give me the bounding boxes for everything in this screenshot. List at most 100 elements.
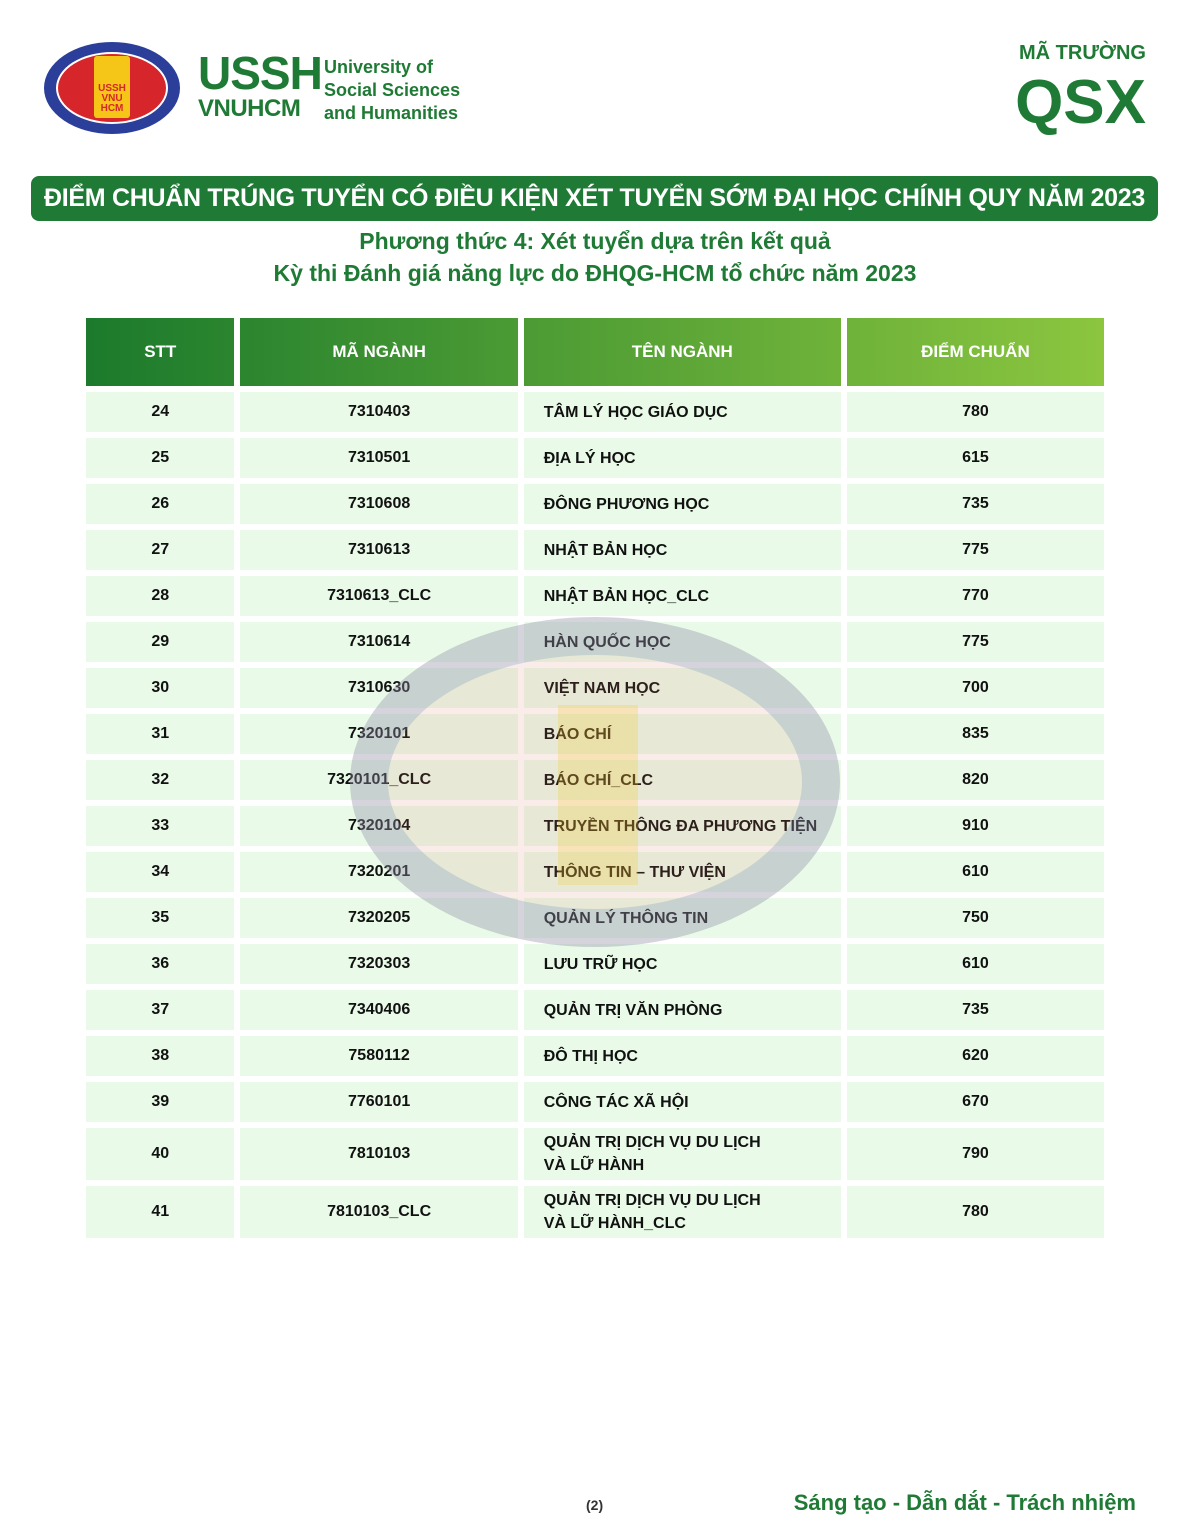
cell-score: 750 bbox=[846, 898, 1104, 938]
cell-name: QUẢN TRỊ VĂN PHÒNG bbox=[523, 990, 841, 1030]
cell-name: ĐÔNG PHƯƠNG HỌC bbox=[523, 484, 841, 524]
cell-name: QUẢN TRỊ DỊCH VỤ DU LỊCH VÀ LỮ HÀNH bbox=[523, 1128, 841, 1180]
cell-stt: 37 bbox=[86, 990, 235, 1030]
cell-code: 7320104 bbox=[240, 806, 518, 846]
cell-stt: 35 bbox=[86, 898, 235, 938]
cell-code: 7320201 bbox=[240, 852, 518, 892]
brand-full-name: University of Social Sciences and Humani… bbox=[324, 56, 460, 125]
cell-name: HÀN QUỐC HỌC bbox=[523, 622, 841, 662]
cell-code: 7320205 bbox=[240, 898, 518, 938]
brand-line: and Humanities bbox=[324, 103, 459, 123]
cell-stt: 27 bbox=[86, 530, 235, 570]
document-title: ĐIỂM CHUẨN TRÚNG TUYỂN CÓ ĐIỀU KIỆN XÉT … bbox=[31, 176, 1158, 221]
table-row: 35 7320205 QUẢN LÝ THÔNG TIN 750 bbox=[86, 898, 1104, 938]
cell-score: 770 bbox=[846, 576, 1104, 616]
brand-line: Social Sciences bbox=[324, 80, 461, 100]
cell-score: 910 bbox=[846, 806, 1104, 846]
cell-code: 7310501 bbox=[240, 438, 518, 478]
cell-code: 7320303 bbox=[240, 944, 518, 984]
table-row: 39 7760101 CÔNG TÁC XÃ HỘI 670 bbox=[86, 1082, 1104, 1122]
school-code-label: MÃ TRƯỜNG bbox=[1019, 42, 1146, 64]
brand-short: USSH bbox=[198, 47, 323, 99]
table-row: 26 7310608 ĐÔNG PHƯƠNG HỌC 735 bbox=[86, 484, 1104, 524]
cell-score: 780 bbox=[846, 1186, 1104, 1238]
cell-name: TÂM LÝ HỌC GIÁO DỤC bbox=[523, 392, 841, 432]
table-row: 25 7310501 ĐỊA LÝ HỌC 615 bbox=[86, 438, 1104, 478]
cell-name: BÁO CHÍ bbox=[523, 714, 841, 754]
cell-name: QUẢN TRỊ DỊCH VỤ DU LỊCH VÀ LỮ HÀNH_CLC bbox=[523, 1186, 841, 1238]
cell-name: THÔNG TIN – THƯ VIỆN bbox=[523, 852, 841, 892]
cell-name: NHẬT BẢN HỌC_CLC bbox=[523, 576, 841, 616]
column-header: STT bbox=[86, 318, 235, 386]
cell-stt: 40 bbox=[86, 1128, 235, 1180]
cell-code: 7340406 bbox=[240, 990, 518, 1030]
cell-name: LƯU TRỮ HỌC bbox=[523, 944, 841, 984]
cell-score: 835 bbox=[846, 714, 1104, 754]
subtitle-line2: Kỳ thi Đánh giá năng lực do ĐHQG-HCM tổ … bbox=[273, 260, 917, 286]
cell-code: 7810103_CLC bbox=[240, 1186, 518, 1238]
cell-code: 7310630 bbox=[240, 668, 518, 708]
column-header: MÃ NGÀNH bbox=[240, 318, 518, 386]
cell-name: BÁO CHÍ_CLC bbox=[523, 760, 841, 800]
cell-stt: 30 bbox=[86, 668, 235, 708]
table-row: 24 7310403 TÂM LÝ HỌC GIÁO DỤC 780 bbox=[86, 392, 1104, 432]
cell-code: 7310613 bbox=[240, 530, 518, 570]
cell-stt: 33 bbox=[86, 806, 235, 846]
table-row: 34 7320201 THÔNG TIN – THƯ VIỆN 610 bbox=[86, 852, 1104, 892]
cell-code: 7810103 bbox=[240, 1128, 518, 1180]
table-row: 27 7310613 NHẬT BẢN HỌC 775 bbox=[86, 530, 1104, 570]
cell-score: 700 bbox=[846, 668, 1104, 708]
cell-code: 7310608 bbox=[240, 484, 518, 524]
cell-name: QUẢN LÝ THÔNG TIN bbox=[523, 898, 841, 938]
cell-name: ĐÔ THỊ HỌC bbox=[523, 1036, 841, 1076]
cell-code: 7580112 bbox=[240, 1036, 518, 1076]
page-number: (2) bbox=[586, 1497, 604, 1513]
cell-stt: 29 bbox=[86, 622, 235, 662]
cell-score: 620 bbox=[846, 1036, 1104, 1076]
cell-code: 7320101 bbox=[240, 714, 518, 754]
cell-name: VIỆT NAM HỌC bbox=[523, 668, 841, 708]
cell-score: 790 bbox=[846, 1128, 1104, 1180]
cell-score: 775 bbox=[846, 530, 1104, 570]
column-header: TÊN NGÀNH bbox=[523, 318, 841, 386]
cell-score: 670 bbox=[846, 1082, 1104, 1122]
table-row: 29 7310614 HÀN QUỐC HỌC 775 bbox=[86, 622, 1104, 662]
cell-name: TRUYỀN THÔNG ĐA PHƯƠNG TIỆN bbox=[523, 806, 841, 846]
table-row: 37 7340406 QUẢN TRỊ VĂN PHÒNG 735 bbox=[86, 990, 1104, 1030]
column-header: ĐIỂM CHUẨN bbox=[846, 318, 1104, 386]
cell-score: 615 bbox=[846, 438, 1104, 478]
table-row: 31 7320101 BÁO CHÍ 835 bbox=[86, 714, 1104, 754]
table-row: 30 7310630 VIỆT NAM HỌC 700 bbox=[86, 668, 1104, 708]
cell-code: 7310403 bbox=[240, 392, 518, 432]
cell-stt: 24 bbox=[86, 392, 235, 432]
table-header-row: STT MÃ NGÀNH TÊN NGÀNH ĐIỂM CHUẨN bbox=[86, 318, 1104, 386]
cell-score: 780 bbox=[846, 392, 1104, 432]
cell-stt: 31 bbox=[86, 714, 235, 754]
cell-code: 7310613_CLC bbox=[240, 576, 518, 616]
table-row: 28 7310613_CLC NHẬT BẢN HỌC_CLC 770 bbox=[86, 576, 1104, 616]
cell-score: 735 bbox=[846, 484, 1104, 524]
cell-stt: 34 bbox=[86, 852, 235, 892]
table-row: 38 7580112 ĐÔ THỊ HỌC 620 bbox=[86, 1036, 1104, 1076]
cell-stt: 32 bbox=[86, 760, 235, 800]
table-row: 41 7810103_CLC QUẢN TRỊ DỊCH VỤ DU LỊCH VÀ… bbox=[86, 1186, 1104, 1238]
table-row: 36 7320303 LƯU TRỮ HỌC 610 bbox=[86, 944, 1104, 984]
cell-name: ĐỊA LÝ HỌC bbox=[523, 438, 841, 478]
cell-code: 7320101_CLC bbox=[240, 760, 518, 800]
school-code: QSX bbox=[1015, 68, 1146, 137]
footer-slogan: Sáng tạo - Dẫn dắt - Trách nhiệm bbox=[793, 1490, 1136, 1515]
cell-stt: 25 bbox=[86, 438, 235, 478]
subtitle-line1: Phương thức 4: Xét tuyển dựa trên kết qu… bbox=[359, 228, 831, 254]
cell-stt: 26 bbox=[86, 484, 235, 524]
brand-sub: VNUHCM bbox=[198, 95, 301, 122]
cell-score: 735 bbox=[846, 990, 1104, 1030]
table-row: 33 7320104 TRUYỀN THÔNG ĐA PHƯƠNG TIỆN 910 bbox=[86, 806, 1104, 846]
table-row: 40 7810103 QUẢN TRỊ DỊCH VỤ DU LỊCH VÀ LỮ … bbox=[86, 1128, 1104, 1180]
cell-stt: 38 bbox=[86, 1036, 235, 1076]
cell-name: NHẬT BẢN HỌC bbox=[523, 530, 841, 570]
university-seal-logo: USSH VNU HCM bbox=[44, 42, 180, 134]
cell-stt: 41 bbox=[86, 1186, 235, 1238]
cell-code: 7310614 bbox=[240, 622, 518, 662]
cell-stt: 39 bbox=[86, 1082, 235, 1122]
